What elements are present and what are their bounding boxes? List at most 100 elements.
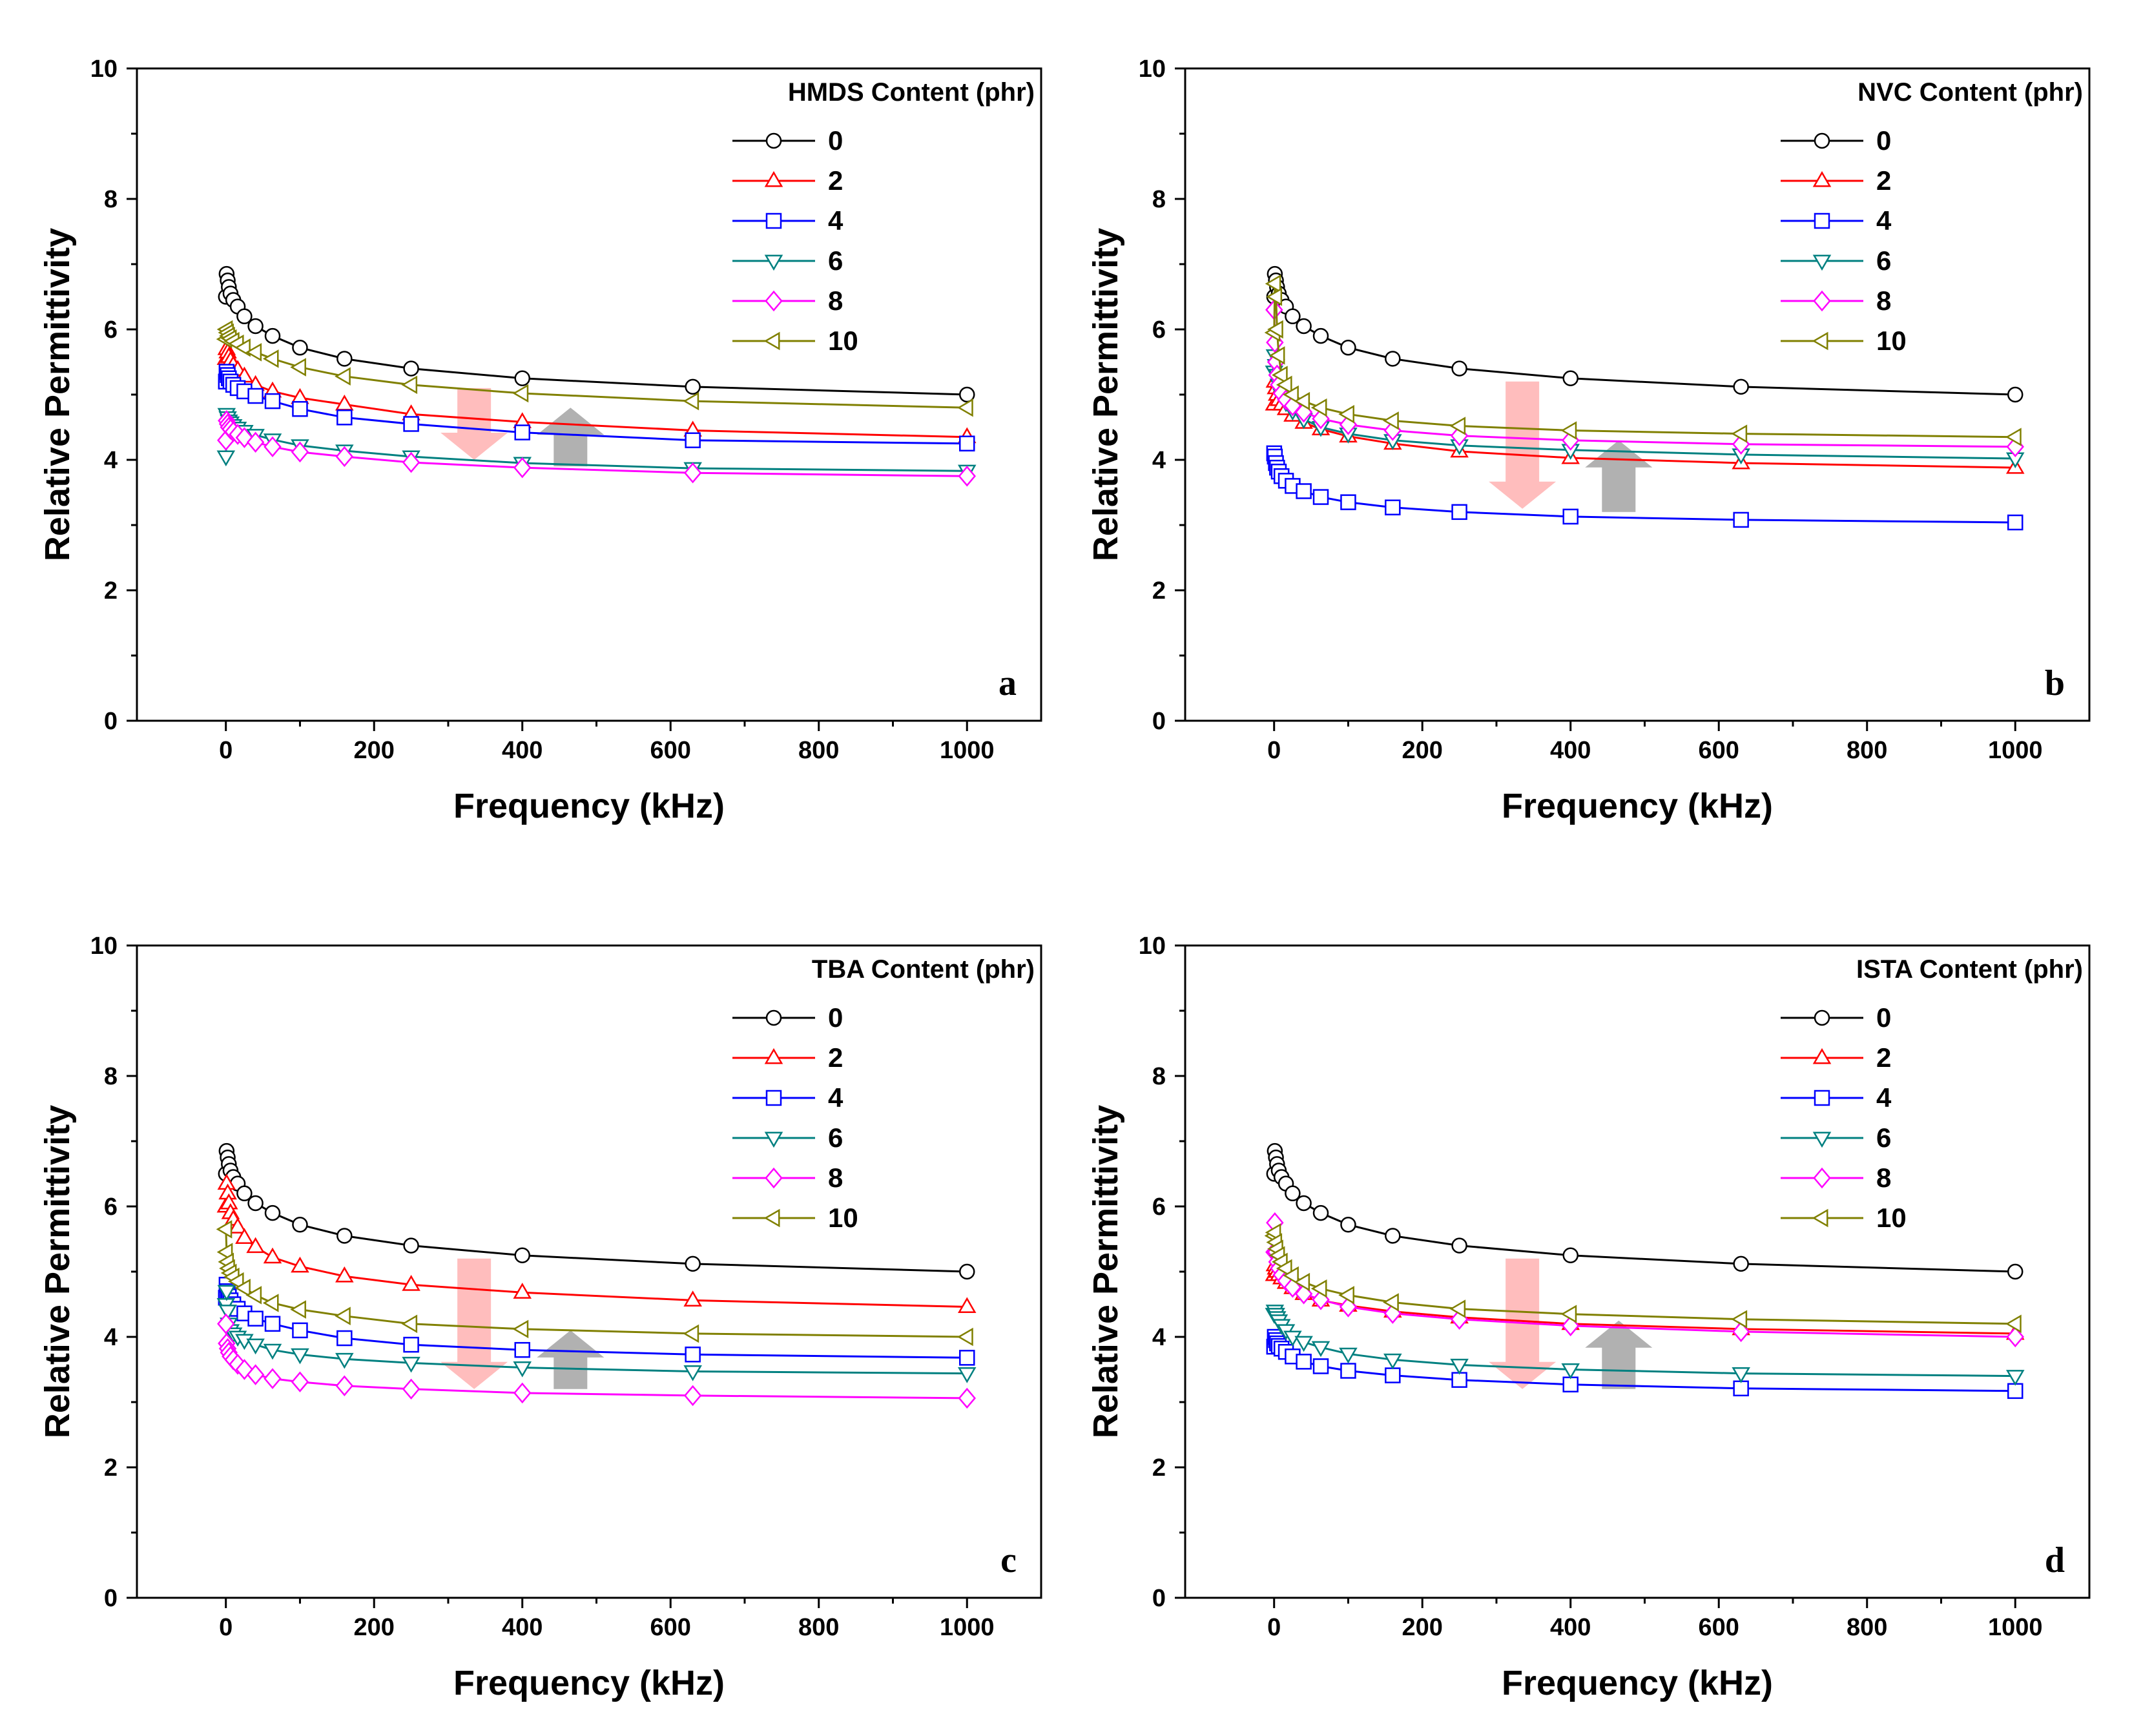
legend-marker	[763, 1208, 780, 1228]
x-tick-label: 400	[1550, 737, 1591, 764]
series-4	[218, 364, 975, 451]
legend-label: 0	[1876, 1002, 1891, 1033]
legend-entry: 0	[732, 125, 843, 156]
data-point	[291, 441, 309, 463]
data-point	[1294, 1272, 1310, 1292]
data-point	[264, 327, 281, 344]
legend-entry: 6	[1781, 1122, 1891, 1153]
data-point	[957, 1327, 973, 1347]
legend-marker	[765, 1167, 783, 1189]
legend-entry: 6	[1781, 245, 1891, 276]
legend-label: 10	[828, 326, 858, 356]
data-point	[685, 1347, 701, 1363]
data-point	[2007, 1383, 2023, 1400]
legend-entry: 0	[732, 1002, 843, 1033]
x-tick-label: 800	[798, 1614, 839, 1641]
data-point	[512, 384, 529, 403]
legend-label: 6	[1876, 245, 1891, 276]
legend-label: 4	[1876, 205, 1892, 236]
data-point	[336, 409, 353, 426]
data-point	[1733, 1380, 1749, 1397]
legend-marker	[1812, 1208, 1828, 1228]
y-tick-label: 2	[104, 577, 118, 604]
x-tick-label: 200	[354, 737, 395, 764]
data-point	[336, 1228, 353, 1244]
data-point	[1340, 340, 1356, 356]
chart-panel-c: 0 2 4 6 8 10 0 200 400 600 800 1000 Frequency (kHz) R…	[38, 933, 1042, 1702]
legend-label: 0	[828, 1002, 843, 1033]
data-point	[514, 370, 530, 386]
data-point	[216, 1220, 233, 1239]
legend-title: NVC Content (phr)	[1858, 78, 2083, 107]
data-point	[335, 446, 354, 468]
data-point	[513, 1382, 532, 1404]
legend-entry: 10	[732, 326, 858, 356]
panel-letter: b	[2045, 663, 2065, 703]
data-point	[1449, 417, 1466, 435]
legend-label: 10	[1876, 1203, 1907, 1233]
data-point	[1733, 1256, 1749, 1272]
data-point	[957, 1367, 977, 1383]
y-tick-label: 10	[90, 56, 118, 83]
data-point	[1385, 499, 1401, 515]
x-tick-label: 0	[1267, 1614, 1281, 1641]
legend: ISTA Content (phr) 0 2 4 6 8 10	[1781, 955, 2083, 1233]
chart-panel-b: 0 2 4 6 8 10 0 200 400 600 800 1000 Frequency (kHz) R…	[1086, 56, 2091, 825]
data-point	[247, 318, 264, 335]
data-point	[2006, 1326, 2024, 1348]
data-point	[1451, 1372, 1467, 1388]
data-point	[513, 1361, 532, 1378]
data-point	[1312, 489, 1329, 505]
x-tick-label: 1000	[1988, 1614, 2043, 1641]
x-axis-title: Frequency (kHz)	[1502, 1664, 1773, 1702]
data-point	[335, 1266, 354, 1283]
legend-entry: 8	[1781, 285, 1891, 316]
legend-entry: 10	[1781, 326, 1907, 356]
data-point	[1265, 274, 1281, 293]
data-point	[2007, 1263, 2023, 1280]
legend: TBA Content (phr) 0 2 4 6 8 10	[732, 955, 1035, 1233]
data-point	[1733, 512, 1749, 528]
data-point	[1733, 378, 1749, 395]
data-point	[1385, 1228, 1401, 1244]
data-point	[1383, 1293, 1399, 1312]
data-point	[1383, 1353, 1402, 1370]
legend-entry: 10	[732, 1203, 858, 1233]
legend-label: 8	[1876, 1162, 1891, 1193]
data-point	[685, 432, 701, 448]
x-tick-label: 1000	[1988, 737, 2043, 764]
data-point	[1340, 1217, 1356, 1233]
data-point	[236, 308, 253, 325]
legend-entry: 4	[732, 205, 843, 236]
legend-title: HMDS Content (phr)	[788, 78, 1035, 107]
data-point	[958, 1263, 975, 1280]
legend-entry: 6	[732, 1122, 843, 1153]
series-0	[218, 265, 975, 403]
data-point	[1268, 346, 1285, 365]
x-tick-label: 0	[219, 737, 233, 764]
data-point	[236, 1185, 253, 1202]
legend-entry: 4	[1781, 1082, 1892, 1113]
y-tick-label: 4	[104, 447, 118, 474]
data-point	[1294, 391, 1310, 411]
data-point	[401, 375, 418, 395]
legend-label: 4	[828, 205, 843, 236]
data-point	[402, 451, 420, 473]
legend-marker	[763, 331, 780, 351]
y-tick-label: 0	[1152, 708, 1166, 735]
data-point	[217, 1313, 235, 1335]
legend-label: 2	[1876, 1042, 1891, 1073]
data-point	[1312, 327, 1329, 344]
data-point	[2007, 386, 2023, 403]
y-axis-title: Relative Permittivity	[38, 1105, 77, 1438]
data-point	[402, 1356, 420, 1373]
data-point	[335, 367, 351, 386]
series-8	[217, 410, 976, 487]
data-point	[246, 1364, 265, 1385]
data-point	[262, 349, 279, 368]
data-point	[958, 386, 975, 403]
data-point	[1338, 405, 1354, 424]
y-tick-label: 0	[104, 1585, 118, 1612]
data-point	[1283, 385, 1299, 404]
chart-panel-d: 0 2 4 6 8 10 0 200 400 600 800 1000 Frequency (kHz) R…	[1086, 933, 2091, 1702]
